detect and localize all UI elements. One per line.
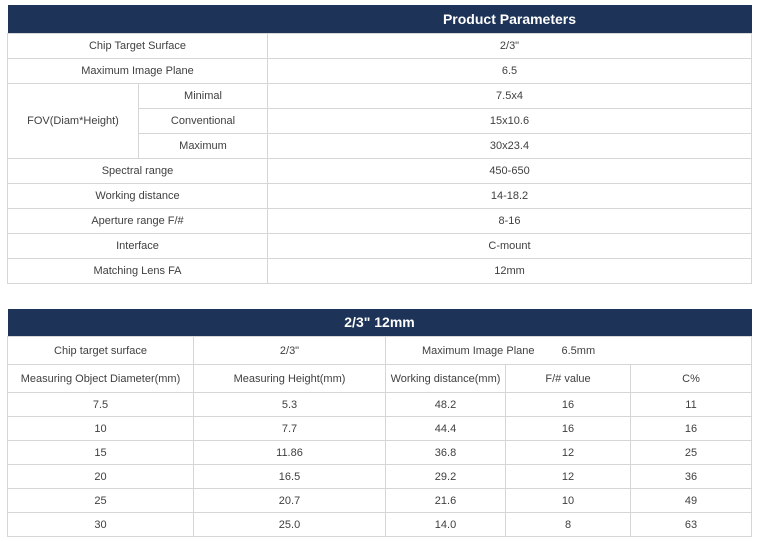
cell-diameter: 15: [7, 440, 194, 465]
info-label-maximum-image-plane: Maximum Image Plane: [422, 344, 535, 357]
fov-value-minimal: 7.5x4: [267, 82, 752, 109]
cell-height: 20.7: [193, 488, 386, 513]
table2-header-row: Measuring Object Diameter(mm) Measuring …: [7, 364, 752, 393]
param-label-interface: Interface: [7, 232, 268, 259]
col-header-measuring-object-diameter: Measuring Object Diameter(mm): [7, 364, 194, 393]
table-row: 25 20.7 21.6 10 49: [7, 488, 752, 513]
cell-working-distance: 29.2: [385, 464, 506, 489]
table-row: 7.5 5.3 48.2 16 11: [7, 392, 752, 417]
table-row: 30 25.0 14.0 8 63: [7, 512, 752, 537]
cell-f-value: 12: [505, 464, 631, 489]
param-value-maximum-image-plane: 6.5: [267, 57, 752, 84]
fov-value-maximum: 30x23.4: [267, 132, 752, 159]
product-parameters-table: Product Parameters Chip Target Surface 2…: [7, 5, 752, 284]
param-label-spectral-range: Spectral range: [7, 157, 268, 184]
cell-diameter: 10: [7, 416, 194, 441]
table-row: Aperture range F/# 8-16: [7, 207, 752, 234]
col-header-c-percent: C%: [630, 364, 752, 393]
cell-diameter: 30: [7, 512, 194, 537]
param-label-working-distance: Working distance: [7, 182, 268, 209]
cell-f-value: 12: [505, 440, 631, 465]
table-row: Maximum 30x23.4: [8, 132, 752, 159]
table1-title-row: Product Parameters: [7, 5, 752, 33]
cell-c-percent: 25: [630, 440, 752, 465]
table1-title-bar: Product Parameters: [7, 5, 752, 33]
param-value-matching-lens-fa: 12mm: [267, 257, 752, 284]
param-label-chip-target-surface: Chip Target Surface: [7, 32, 268, 59]
cell-height: 16.5: [193, 464, 386, 489]
cell-c-percent: 63: [630, 512, 752, 537]
cell-height: 7.7: [193, 416, 386, 441]
table-row: Maximum Image Plane 6.5: [7, 57, 752, 84]
table-row: Matching Lens FA 12mm: [7, 257, 752, 284]
cell-f-value: 8: [505, 512, 631, 537]
cell-c-percent: 36: [630, 464, 752, 489]
info-value-maximum-image-plane: 6.5mm: [561, 344, 596, 357]
cell-c-percent: 49: [630, 488, 752, 513]
col-header-f-value: F/# value: [505, 364, 631, 393]
fov-sublabel-conventional: Conventional: [138, 107, 268, 134]
param-label-maximum-image-plane: Maximum Image Plane: [7, 57, 268, 84]
cell-working-distance: 14.0: [385, 512, 506, 537]
info-value-chip-target-surface: 2/3": [193, 336, 386, 365]
col-header-working-distance: Working distance(mm): [385, 364, 506, 393]
cell-working-distance: 36.8: [385, 440, 506, 465]
table-row: Working distance 14-18.2: [7, 182, 752, 209]
param-value-interface: C-mount: [267, 232, 752, 259]
cell-f-value: 10: [505, 488, 631, 513]
param-value-spectral-range: 450-650: [267, 157, 752, 184]
param-value-chip-target-surface: 2/3": [267, 32, 752, 59]
fov-sublabel-maximum: Maximum: [138, 132, 268, 159]
cell-height: 11.86: [193, 440, 386, 465]
param-label-matching-lens-fa: Matching Lens FA: [7, 257, 268, 284]
table-row: Conventional 15x10.6: [8, 107, 752, 134]
cell-height: 25.0: [193, 512, 386, 537]
col-header-measuring-height: Measuring Height(mm): [193, 364, 386, 393]
table2-title: 2/3" 12mm: [7, 308, 752, 337]
cell-f-value: 16: [505, 392, 631, 417]
table-row: Chip Target Surface 2/3": [7, 32, 752, 59]
param-label-aperture-range: Aperture range F/#: [7, 207, 268, 234]
lens-data-table: 2/3" 12mm Chip target surface 2/3" Maxim…: [7, 308, 752, 537]
table-row: 10 7.7 44.4 16 16: [7, 416, 752, 441]
cell-working-distance: 21.6: [385, 488, 506, 513]
table2-title-row: 2/3" 12mm: [7, 308, 752, 337]
cell-working-distance: 44.4: [385, 416, 506, 441]
info-label-chip-target-surface: Chip target surface: [7, 336, 194, 365]
table2-info-row: Chip target surface 2/3" Maximum Image P…: [7, 336, 752, 365]
table-row: Spectral range 450-650: [7, 157, 752, 184]
table1-title: Product Parameters: [442, 10, 577, 27]
cell-working-distance: 48.2: [385, 392, 506, 417]
table-row: FOV(Diam*Height) Minimal 7.5x4: [7, 82, 752, 159]
table-row: 20 16.5 29.2 12 36: [7, 464, 752, 489]
table-row: 15 11.86 36.8 12 25: [7, 440, 752, 465]
cell-diameter: 7.5: [7, 392, 194, 417]
param-value-working-distance: 14-18.2: [267, 182, 752, 209]
param-value-aperture-range: 8-16: [267, 207, 752, 234]
table-row: Interface C-mount: [7, 232, 752, 259]
param-label-fov: FOV(Diam*Height): [7, 82, 139, 159]
fov-value-conventional: 15x10.6: [267, 107, 752, 134]
fov-sublabel-minimal: Minimal: [138, 82, 268, 109]
cell-diameter: 20: [7, 464, 194, 489]
cell-height: 5.3: [193, 392, 386, 417]
cell-c-percent: 11: [630, 392, 752, 417]
cell-f-value: 16: [505, 416, 631, 441]
cell-c-percent: 16: [630, 416, 752, 441]
cell-diameter: 25: [7, 488, 194, 513]
info-merged-cell: Maximum Image Plane 6.5mm: [385, 336, 752, 365]
